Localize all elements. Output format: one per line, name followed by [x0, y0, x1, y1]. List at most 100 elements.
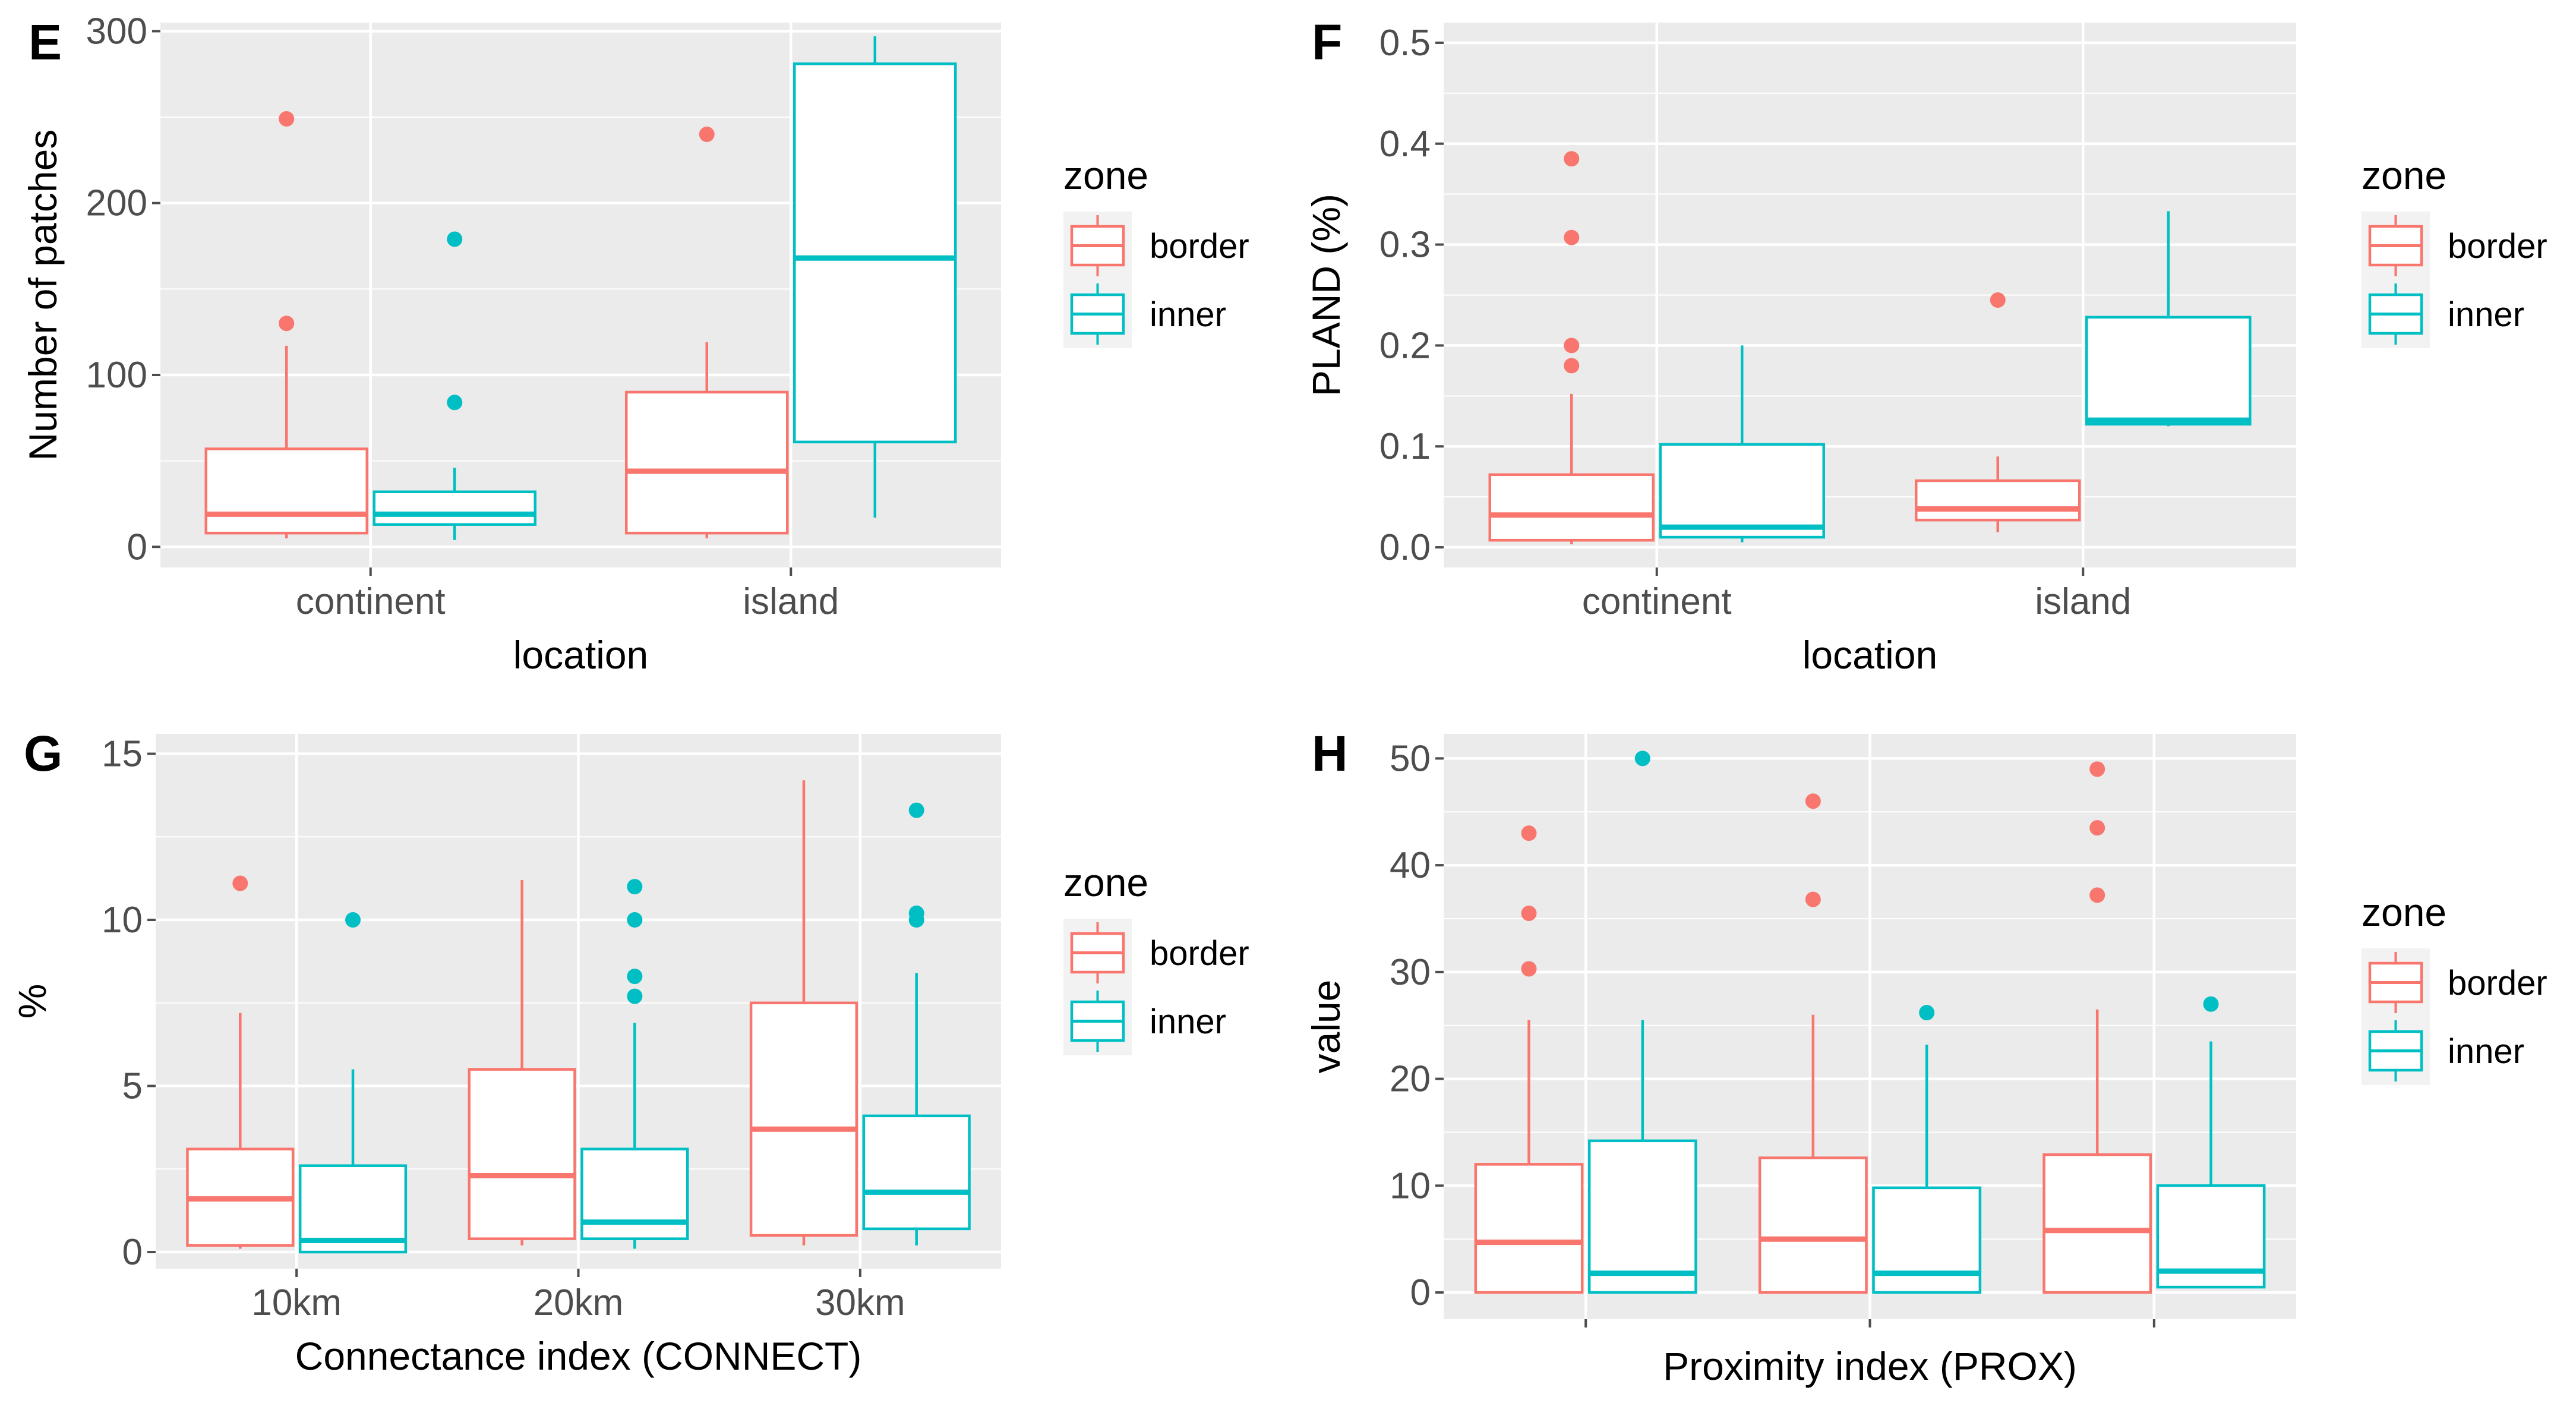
y-tick-label: 200	[86, 183, 147, 224]
legend-title: zone	[1063, 860, 1148, 904]
x-axis-title: location	[1802, 633, 1938, 677]
x-axis-title: Proximity index (PROX)	[1663, 1344, 2077, 1388]
y-tick-label: 0	[1410, 1272, 1431, 1313]
outlier-point	[279, 316, 295, 332]
y-axis-title: value	[1304, 980, 1348, 1074]
panel-label: E	[29, 14, 62, 70]
y-tick-label: 40	[1390, 845, 1431, 886]
box-border-20km	[468, 879, 576, 1245]
outlier-point	[2089, 820, 2105, 836]
panel-label: F	[1312, 14, 1342, 70]
legend-title: zone	[1063, 153, 1148, 197]
box-border-island	[1915, 292, 2081, 532]
legend-key-border: border	[1063, 919, 1249, 987]
outlier-point	[699, 127, 715, 143]
box-iqr	[1915, 479, 2081, 522]
outlier-point	[627, 988, 643, 1004]
outlier-point	[345, 912, 361, 928]
x-tick-label: island	[2035, 581, 2131, 622]
outlier-point	[2203, 996, 2219, 1012]
box-iqr	[625, 390, 789, 535]
box-iqr	[2085, 316, 2252, 426]
x-tick-label: continent	[296, 581, 446, 622]
box-iqr	[1758, 1156, 1868, 1294]
legend-label-border: border	[2448, 227, 2547, 266]
x-axis-title: location	[513, 633, 649, 677]
outlier-point	[1564, 338, 1580, 354]
outlier-point	[627, 969, 643, 985]
box-iqr	[749, 1001, 858, 1237]
box-iqr	[468, 1068, 576, 1240]
y-tick-label: 15	[102, 734, 143, 775]
y-tick-label: 0.5	[1379, 23, 1431, 64]
box-iqr	[1587, 1139, 1697, 1294]
outlier-point	[447, 231, 463, 247]
x-tick-label: 20km	[533, 1282, 624, 1323]
legend-key-border: border	[2362, 948, 2547, 1017]
x-tick-label: island	[743, 581, 839, 622]
outlier-point	[2089, 887, 2105, 903]
outlier-point	[627, 879, 643, 895]
panel-label: H	[1312, 726, 1348, 781]
outlier-point	[232, 875, 248, 891]
box-inner-c1	[1587, 751, 1697, 1294]
y-axis-title: %	[10, 984, 54, 1019]
outlier-point	[1564, 151, 1580, 167]
box-iqr	[1474, 1163, 1584, 1294]
y-tick-label: 300	[86, 11, 147, 52]
y-tick-label: 0.0	[1379, 527, 1431, 568]
outlier-point	[447, 395, 463, 411]
panel-H: 0 10 20 30 40 50 H Proximity index (PROX) value z…	[1304, 726, 2547, 1388]
box-inner-continent	[372, 231, 536, 540]
outlier-point	[1521, 961, 1537, 977]
legend-label-inner: inner	[2448, 295, 2524, 334]
outlier-point	[908, 905, 924, 921]
legend-key-inner: inner	[2362, 280, 2524, 348]
box-border-continent	[204, 111, 368, 538]
outlier-point	[1805, 793, 1821, 809]
outlier-point	[2089, 761, 2105, 777]
y-tick-label: 0	[122, 1232, 143, 1273]
y-tick-label: 100	[86, 355, 147, 396]
box-iqr	[793, 62, 957, 444]
box-iqr	[1659, 443, 1825, 539]
x-axis-title: Connectance index (CONNECT)	[295, 1334, 862, 1378]
box-border-30km	[749, 780, 858, 1245]
box-iqr	[580, 1147, 689, 1240]
box-iqr	[1488, 473, 1655, 542]
outlier-point	[1634, 751, 1650, 767]
box-inner-c2	[1872, 1005, 1982, 1294]
y-tick-label: 5	[122, 1066, 143, 1107]
y-tick-label: 10	[1390, 1165, 1431, 1206]
outlier-point	[1564, 358, 1580, 374]
y-axis-title: PLAND (%)	[1304, 194, 1348, 396]
box-border-continent	[1488, 151, 1655, 544]
box-inner-island	[793, 36, 957, 518]
box-border-10km	[186, 875, 295, 1249]
box-inner-20km	[580, 879, 689, 1249]
y-tick-label: 10	[102, 900, 143, 941]
y-tick-label: 20	[1390, 1059, 1431, 1100]
box-border-c3	[2043, 761, 2152, 1294]
legend-key-border: border	[2362, 212, 2547, 280]
y-tick-label: 0.4	[1379, 124, 1431, 165]
outlier-point	[1564, 229, 1580, 245]
box-iqr	[2043, 1153, 2152, 1294]
legend-title: zone	[2362, 890, 2446, 934]
box-inner-10km	[298, 912, 408, 1254]
box-inner-continent	[1659, 345, 1825, 543]
outlier-point	[279, 111, 295, 127]
box-border-c2	[1758, 793, 1868, 1294]
box-inner-30km	[862, 802, 971, 1245]
box-inner-c3	[2156, 996, 2266, 1289]
box-inner-island	[2085, 211, 2252, 427]
box-border-c1	[1474, 825, 1584, 1294]
y-tick-label: 0.1	[1379, 426, 1431, 467]
legend-label-inner: inner	[1150, 295, 1226, 334]
x-tick-label: 30km	[815, 1282, 905, 1323]
legend-title: zone	[2362, 153, 2446, 197]
